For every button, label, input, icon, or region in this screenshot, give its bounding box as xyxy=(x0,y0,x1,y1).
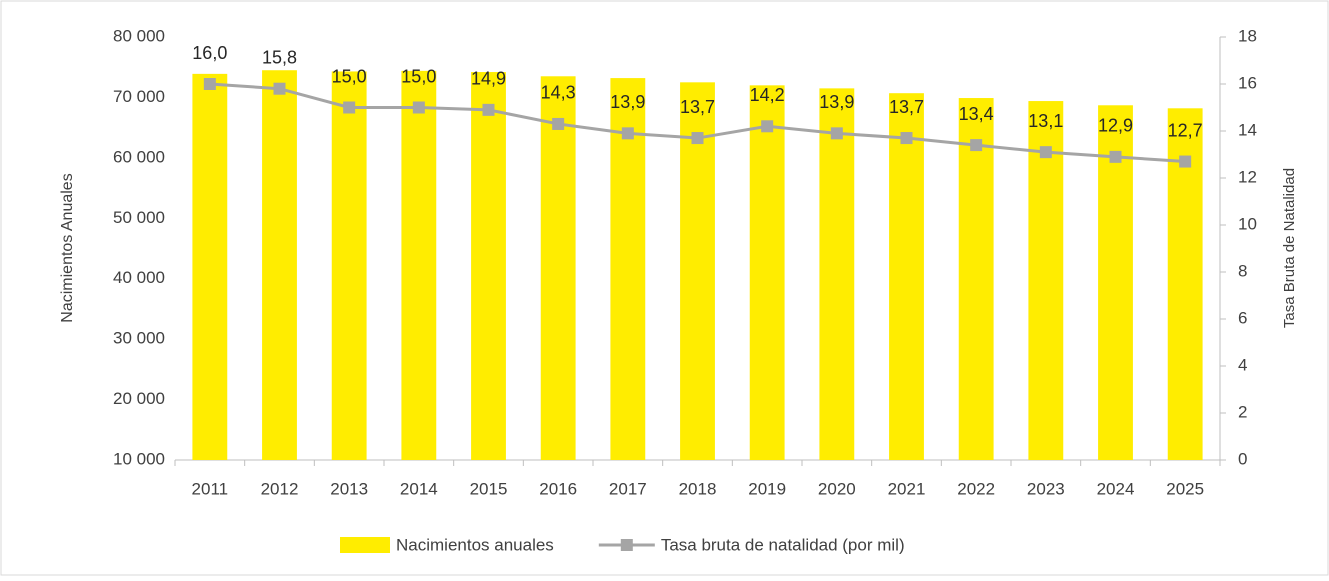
legend-label: Tasa bruta de natalidad (por mil) xyxy=(661,535,905,554)
x-tick-label: 2014 xyxy=(400,479,438,498)
line-marker xyxy=(273,82,286,95)
y-axis-title: Nacimientos Anuales xyxy=(59,173,76,322)
legend-swatch xyxy=(340,537,390,553)
y-tick-label: 30 000 xyxy=(113,329,165,348)
line-marker xyxy=(830,127,843,140)
line-marker xyxy=(900,132,913,145)
bar xyxy=(680,82,715,461)
bar xyxy=(819,88,855,460)
y2-axis-title: Tasa Bruta de Natalidad xyxy=(1281,168,1298,328)
y2-tick-label: 18 xyxy=(1238,26,1257,45)
data-label: 15,0 xyxy=(401,66,436,86)
y2-tick-label: 0 xyxy=(1238,449,1247,468)
data-label: 13,9 xyxy=(610,92,645,112)
data-label: 12,9 xyxy=(1098,116,1133,136)
data-label: 14,3 xyxy=(541,83,576,103)
line-marker xyxy=(691,132,704,145)
bar xyxy=(610,78,646,460)
bar xyxy=(958,98,994,460)
bar xyxy=(401,70,437,460)
y-tick-label: 20 000 xyxy=(113,389,165,408)
line-marker xyxy=(970,139,983,152)
legend-label: Nacimientos anuales xyxy=(396,535,554,554)
bar xyxy=(540,76,576,461)
line-marker xyxy=(412,101,425,114)
data-label: 15,8 xyxy=(262,47,297,67)
y2-tick-label: 16 xyxy=(1238,73,1257,92)
x-tick-label: 2012 xyxy=(261,479,299,498)
y2-tick-label: 4 xyxy=(1238,355,1247,374)
x-tick-label: 2021 xyxy=(888,479,926,498)
y-tick-label: 10 000 xyxy=(113,449,165,468)
x-tick-label: 2011 xyxy=(192,479,229,498)
line-marker xyxy=(203,78,216,90)
y-tick-label: 80 000 xyxy=(113,26,165,45)
x-tick-label: 2022 xyxy=(957,479,995,498)
y2-tick-label: 6 xyxy=(1238,308,1247,327)
y-tick-label: 70 000 xyxy=(113,87,165,106)
data-label: 15,0 xyxy=(332,66,367,86)
x-tick-label: 2013 xyxy=(330,479,368,498)
data-label: 13,7 xyxy=(889,97,924,117)
line-marker xyxy=(1039,146,1052,159)
bar xyxy=(331,71,367,461)
data-label: 12,7 xyxy=(1168,120,1203,140)
line-marker xyxy=(343,101,356,114)
y2-tick-label: 8 xyxy=(1238,261,1247,280)
line-marker xyxy=(621,127,634,140)
x-tick-label: 2023 xyxy=(1027,479,1065,498)
data-label: 16,0 xyxy=(192,43,227,63)
data-label: 13,7 xyxy=(680,97,715,117)
x-tick-label: 2019 xyxy=(748,479,786,498)
line-marker xyxy=(1179,155,1192,168)
data-label: 13,1 xyxy=(1028,111,1063,131)
y2-tick-label: 12 xyxy=(1238,167,1257,186)
line-marker xyxy=(552,117,565,130)
legend-swatch-marker xyxy=(620,539,633,551)
data-label: 13,4 xyxy=(959,104,994,124)
y-tick-label: 60 000 xyxy=(113,147,165,166)
x-tick-label: 2018 xyxy=(679,479,717,498)
x-tick-label: 2024 xyxy=(1097,479,1135,498)
bar xyxy=(1028,101,1064,460)
x-tick-label: 2017 xyxy=(609,479,647,498)
line-marker xyxy=(761,120,774,133)
x-tick-label: 2016 xyxy=(539,479,577,498)
x-tick-label: 2020 xyxy=(818,479,856,498)
bar xyxy=(262,70,297,460)
data-label: 14,9 xyxy=(471,69,506,89)
x-tick-label: 2025 xyxy=(1166,479,1204,498)
bar xyxy=(192,73,228,461)
x-tick-label: 2015 xyxy=(470,479,508,498)
line-marker xyxy=(1109,150,1122,163)
y2-tick-label: 14 xyxy=(1238,120,1257,139)
bar xyxy=(749,85,785,460)
y2-tick-label: 2 xyxy=(1238,402,1247,421)
y2-tick-label: 10 xyxy=(1238,214,1257,233)
y-tick-label: 50 000 xyxy=(113,208,165,227)
bar xyxy=(1098,105,1133,460)
data-label: 14,2 xyxy=(750,85,785,105)
data-label: 13,9 xyxy=(819,92,854,112)
y-tick-label: 40 000 xyxy=(113,268,165,287)
bar xyxy=(889,93,924,460)
bar xyxy=(471,72,506,460)
line-marker xyxy=(482,103,495,116)
